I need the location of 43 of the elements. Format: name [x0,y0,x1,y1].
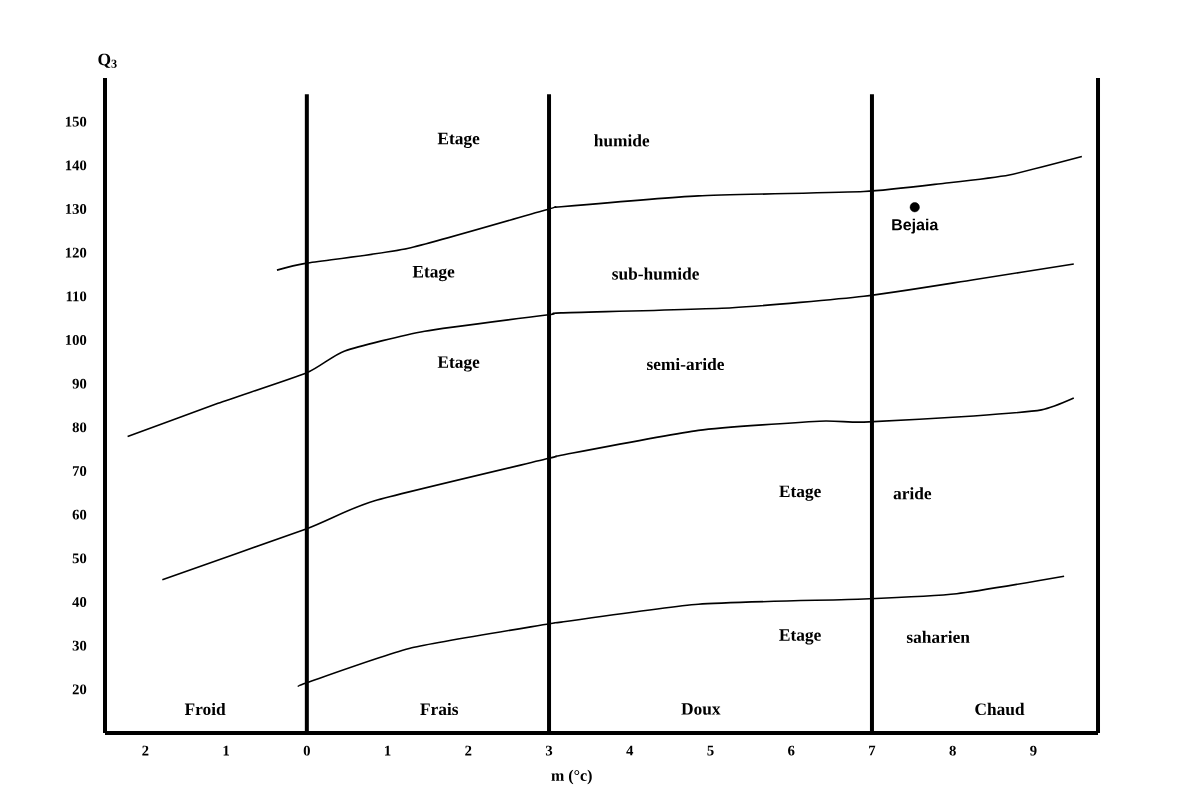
y-tick-label: 40 [72,597,87,607]
x-tick-label: 4 [626,745,634,756]
x-tick-label: 8 [949,745,956,756]
x-tick-label: 9 [1030,745,1037,756]
annotation: Froid [184,702,226,716]
y-tick-label: 60 [72,509,87,520]
x-tick-label: 2 [142,745,149,756]
y-tick-label: 30 [72,640,87,651]
annotation: Etage [779,629,821,645]
annotation: Frais [420,702,459,716]
y-axis-title: Q$_{3}$ [98,53,117,68]
annotation: semi-aride [647,357,724,371]
x-axis-title: m (°c) [551,769,592,785]
y-tick-label: 140 [65,160,87,171]
annotation: humide [594,134,650,147]
annotation: Etage [779,485,821,501]
x-tick-label: 0 [303,745,310,756]
x-tick-label: 5 [707,745,714,756]
x-tick-label: 6 [788,745,795,756]
annotation: sub-humide [612,267,699,280]
y-tick-label: 70 [72,466,87,476]
y-tick-label: 80 [72,422,87,433]
y-tick-label: 90 [72,378,87,389]
annotation: Etage [437,356,480,372]
annotation: saharien [906,630,970,644]
annotation: Chaud [975,702,1025,716]
annotation: Doux [681,703,721,715]
x-tick-label: 3 [545,745,553,756]
y-tick-label: 110 [66,291,87,302]
y-tick-label: 130 [65,204,87,214]
annotation: Etage [412,266,455,282]
y-tick-label: 150 [65,116,87,127]
annotation: aride [893,487,932,500]
x-tick-label: 7 [869,745,876,756]
x-tick-label: 2 [465,745,472,756]
x-tick-label: 1 [385,745,391,756]
y-tick-label: 120 [65,247,87,258]
y-tick-label: 100 [65,335,87,345]
y-tick-label: 50 [72,553,87,564]
series-label: Bejaia [892,218,939,234]
x-tick-label: 1 [223,745,229,756]
annotation: Etage [437,132,480,149]
y-tick-label: 20 [72,684,87,695]
